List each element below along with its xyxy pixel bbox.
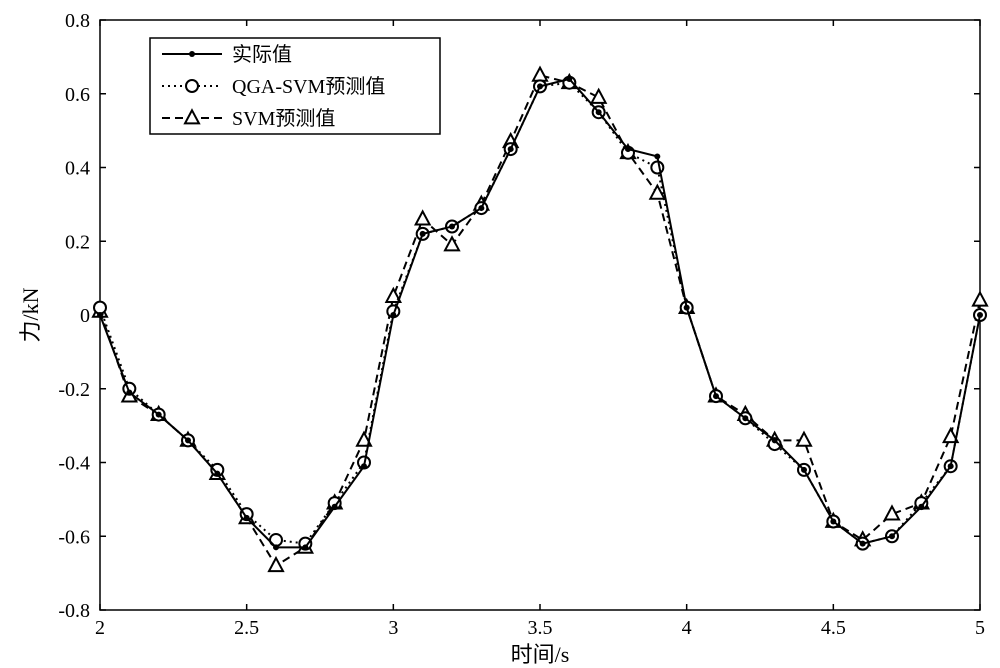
legend-marker	[189, 51, 195, 57]
marker-dot	[302, 544, 308, 550]
marker-dot	[508, 146, 514, 152]
marker-triangle	[533, 68, 547, 81]
marker-dot	[684, 305, 690, 311]
marker-dot	[478, 205, 484, 211]
legend-label: SVM预测值	[232, 107, 335, 130]
y-tick-label: 0.4	[65, 158, 90, 180]
marker-dot	[830, 519, 836, 525]
marker-triangle	[797, 433, 811, 446]
marker-dot	[332, 504, 338, 510]
marker-dot	[537, 83, 543, 89]
y-tick-label: -0.6	[58, 526, 90, 548]
marker-dot	[566, 76, 572, 82]
y-tick-label: -0.8	[58, 600, 90, 622]
x-tick-label: 3	[388, 617, 398, 639]
marker-dot	[713, 393, 719, 399]
series-svm	[100, 75, 980, 565]
y-tick-label: 0.2	[65, 231, 90, 253]
marker-dot	[742, 415, 748, 421]
marker-dot	[273, 544, 279, 550]
y-tick-label: 0	[80, 305, 90, 327]
legend-marker	[186, 80, 198, 92]
series-actual	[100, 79, 980, 547]
marker-triangle	[592, 90, 606, 103]
marker-dot	[449, 224, 455, 230]
y-axis-label: 力/kN	[18, 287, 43, 342]
marker-triangle	[973, 293, 987, 306]
marker-triangle	[445, 237, 459, 250]
x-axis-label: 时间/s	[511, 642, 570, 667]
marker-dot	[625, 146, 631, 152]
marker-dot	[185, 437, 191, 443]
marker-dot	[977, 312, 983, 318]
x-tick-label: 3.5	[528, 617, 553, 639]
y-tick-label: 0.8	[65, 10, 90, 32]
marker-dot	[244, 515, 250, 521]
marker-dot	[214, 471, 220, 477]
y-tick-label: 0.6	[65, 84, 90, 106]
x-tick-label: 5	[975, 617, 985, 639]
chart-container: 2 2.5 3 3.5 4 4.5 5 -0.8 -0.6 -0.4 -0.2 0 0.2 0.4 0.6 0…	[0, 0, 1000, 668]
marker-dot	[420, 231, 426, 237]
marker-dot	[860, 541, 866, 547]
x-tick-label: 2	[95, 617, 105, 639]
marker-dot	[889, 533, 895, 539]
marker-triangle	[269, 558, 283, 571]
marker-dot	[948, 463, 954, 469]
marker-circle	[94, 302, 106, 314]
line-chart: 2 2.5 3 3.5 4 4.5 5 -0.8 -0.6 -0.4 -0.2 0 0.2 0.4 0.6 0…	[0, 0, 1000, 668]
legend-label: QGA-SVM预测值	[232, 75, 385, 98]
x-tick-label: 2.5	[234, 617, 259, 639]
y-tick-label: -0.4	[58, 453, 90, 475]
legend-label: 实际值	[232, 43, 292, 66]
marker-dot	[596, 109, 602, 115]
marker-circle	[651, 162, 663, 174]
marker-dot	[97, 312, 103, 318]
marker-triangle	[416, 211, 430, 224]
marker-dot	[126, 389, 132, 395]
legend-marker	[185, 110, 199, 123]
marker-dot	[918, 504, 924, 510]
marker-dot	[772, 437, 778, 443]
marker-dot	[801, 467, 807, 473]
x-tick-label: 4.5	[821, 617, 846, 639]
y-tick-label: -0.2	[58, 379, 90, 401]
marker-dot	[361, 463, 367, 469]
marker-dot	[390, 312, 396, 318]
marker-dot	[156, 412, 162, 418]
x-tick-label: 4	[682, 617, 692, 639]
series-qga_svm	[100, 83, 980, 544]
marker-dot	[654, 153, 660, 159]
